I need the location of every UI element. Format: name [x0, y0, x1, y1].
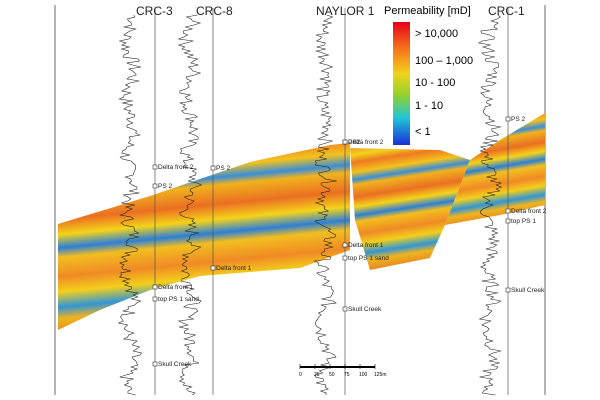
scale-label: 100	[359, 372, 368, 378]
marker-box	[342, 139, 348, 145]
marker-box	[210, 265, 216, 271]
marker-label: Delta front 2	[348, 139, 384, 146]
marker-label: top PS 1	[511, 218, 536, 225]
scale-label: 125m	[374, 372, 387, 378]
marker-box	[505, 218, 511, 224]
scale-label: 25	[314, 372, 320, 378]
marker-label: top PS 1 sand	[348, 255, 389, 262]
well-name: CRC-8	[196, 4, 233, 18]
well-name: NAYLOR 1	[316, 4, 375, 18]
well-log	[177, 14, 203, 396]
marker-box	[210, 165, 216, 171]
marker-label: Skull Creek	[511, 287, 545, 294]
marker-label: top PS 1 sand	[158, 296, 199, 303]
legend-label: 10 - 100	[415, 77, 455, 89]
well-log	[313, 14, 337, 396]
marker-label: Delta front 2	[511, 208, 547, 215]
well-name: CRC-1	[488, 4, 525, 18]
marker-box	[342, 306, 348, 312]
marker-label: PS2	[348, 139, 361, 146]
marker-box	[505, 208, 511, 214]
marker-box	[152, 296, 158, 302]
marker-label: PS 2	[216, 165, 230, 172]
scale-label: 75	[344, 372, 350, 378]
marker-box	[152, 164, 158, 170]
marker-label: Delta front 1	[216, 265, 252, 272]
marker-box	[152, 284, 158, 290]
marker-label: PS 2	[511, 116, 525, 123]
marker-box	[505, 116, 511, 122]
scale-label: 0	[299, 372, 302, 378]
color-bar	[393, 22, 410, 145]
well-log	[117, 14, 142, 396]
strata-block	[58, 143, 350, 330]
marker-label: Delta front 1	[158, 284, 194, 291]
scale-label: 50	[329, 372, 335, 378]
marker-label: Delta front 2	[158, 164, 194, 171]
marker-box	[342, 242, 348, 248]
marker-label: Skull Creek	[348, 306, 382, 313]
marker-box	[342, 255, 348, 261]
marker-box	[152, 361, 158, 367]
legend-label: < 1	[415, 126, 431, 138]
marker-label: Skull Creek	[158, 361, 192, 368]
well-log	[478, 14, 503, 396]
strata-block	[350, 148, 470, 270]
strata-block	[445, 113, 545, 225]
marker-box	[505, 287, 511, 293]
legend-title: Permeability [mD]	[384, 5, 471, 17]
marker-label: PS 2	[158, 183, 172, 190]
legend-label: > 10,000	[415, 28, 458, 40]
legend-label: 100 – 1,000	[415, 55, 473, 67]
marker-box	[152, 183, 158, 189]
marker-label: Delta front 1	[348, 242, 384, 249]
legend-label: 1 - 10	[415, 100, 443, 112]
wells	[117, 8, 511, 396]
well-name: CRC-3	[136, 4, 173, 18]
